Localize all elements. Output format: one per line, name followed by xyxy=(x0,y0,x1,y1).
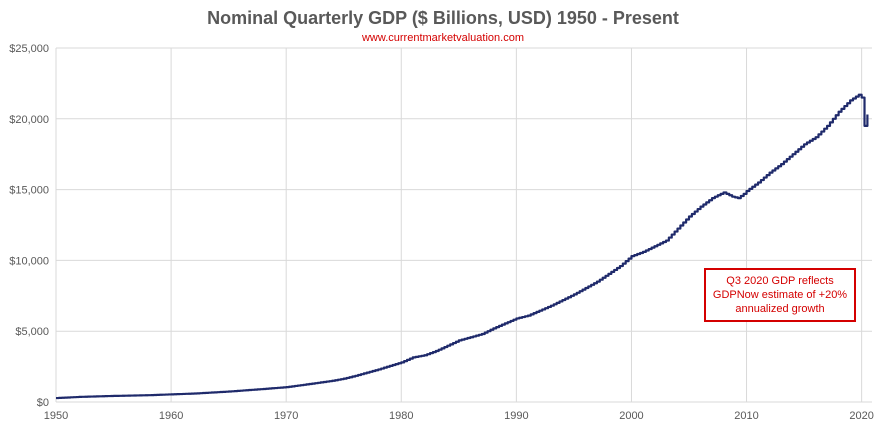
annotation-box: Q3 2020 GDP reflects GDPNow estimate of … xyxy=(704,268,856,322)
x-tick-label: 2010 xyxy=(734,410,758,422)
x-tick-label: 2020 xyxy=(849,410,873,422)
x-tick-label: 2000 xyxy=(619,410,643,422)
y-tick-label: $0 xyxy=(37,397,49,409)
y-tick-label: $20,000 xyxy=(9,114,49,126)
y-tick-label: $5,000 xyxy=(15,326,49,338)
chart-title: Nominal Quarterly GDP ($ Billions, USD) … xyxy=(207,8,679,28)
y-tick-label: $10,000 xyxy=(9,255,49,267)
x-tick-label: 1970 xyxy=(274,410,298,422)
gdp-series-line xyxy=(56,93,869,400)
x-tick-label: 1960 xyxy=(159,410,183,422)
y-tick-label: $15,000 xyxy=(9,185,49,197)
x-tick-label: 1980 xyxy=(389,410,413,422)
chart-subtitle: www.currentmarketvaluation.com xyxy=(361,32,524,44)
x-tick-label: 1950 xyxy=(44,410,68,422)
annotation-line-1: Q3 2020 GDP reflects xyxy=(726,275,834,287)
y-tick-label: $25,000 xyxy=(9,43,49,55)
annotation-line-3: annualized growth xyxy=(735,303,825,315)
annotation-line-2: GDPNow estimate of +20% xyxy=(712,289,848,301)
x-tick-label: 1990 xyxy=(504,410,528,422)
